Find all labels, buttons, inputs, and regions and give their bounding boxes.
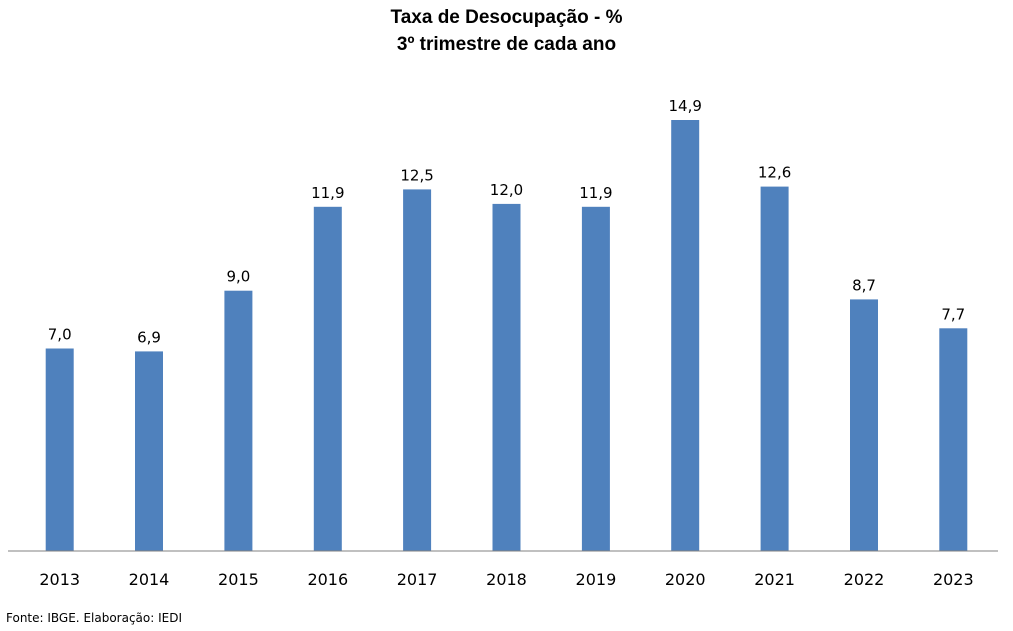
bar-2018	[492, 203, 521, 551]
bar-2014	[135, 351, 163, 551]
bar-2021	[760, 186, 789, 551]
x-tick-label-2021: 2021	[754, 570, 795, 589]
data-label-2023: 7,7	[941, 305, 965, 323]
data-label-2017: 12,5	[400, 166, 433, 184]
bar-2015	[224, 290, 253, 551]
data-label-2019: 11,9	[579, 184, 612, 202]
data-label-2016: 11,9	[311, 184, 344, 202]
x-tick-label-2023: 2023	[933, 570, 974, 589]
x-tick-label-2015: 2015	[218, 570, 259, 589]
bar-2013	[45, 348, 74, 551]
source-note: Fonte: IBGE. Elaboração: IEDI	[6, 611, 183, 625]
chart-title-main: Taxa de Desocupação - %	[390, 7, 623, 28]
x-tick-label-2019: 2019	[576, 570, 617, 589]
bar-2022	[850, 299, 878, 551]
data-label-2020: 14,9	[668, 97, 701, 115]
x-tick-labels-layer: 2013 2014 2015 2016 2017 2018 2019 2020 2021 2022…	[39, 570, 973, 589]
data-label-2022: 8,7	[852, 276, 876, 294]
x-tick-label-2017: 2017	[397, 570, 438, 589]
x-tick-label-2018: 2018	[486, 570, 527, 589]
data-label-2015: 9,0	[226, 268, 250, 286]
bar-2017	[403, 189, 432, 551]
x-tick-label-2022: 2022	[844, 570, 885, 589]
x-tick-label-2016: 2016	[307, 570, 348, 589]
data-label-2021: 12,6	[758, 164, 791, 182]
chart-subtitle: 3º trimestre de cada ano	[396, 34, 617, 55]
data-labels-layer: 7,0 6,9 9,0 11,9 12,5 12,0 11,9 14,9 12,6 8,7 7,7	[48, 97, 965, 346]
bars-layer	[45, 120, 968, 552]
data-label-2013: 7,0	[48, 326, 72, 344]
x-tick-label-2020: 2020	[665, 570, 706, 589]
chart-title: Taxa de Desocupação - % 3º trimestre de …	[0, 4, 1013, 58]
x-tick-label-2013: 2013	[39, 570, 80, 589]
bar-2023	[939, 328, 968, 551]
bar-2019	[581, 206, 610, 552]
data-label-2018: 12,0	[490, 181, 523, 199]
x-tick-label-2014: 2014	[129, 570, 170, 589]
bar-2020	[671, 120, 700, 551]
data-label-2014: 6,9	[137, 328, 161, 346]
bar-2016	[313, 206, 342, 552]
